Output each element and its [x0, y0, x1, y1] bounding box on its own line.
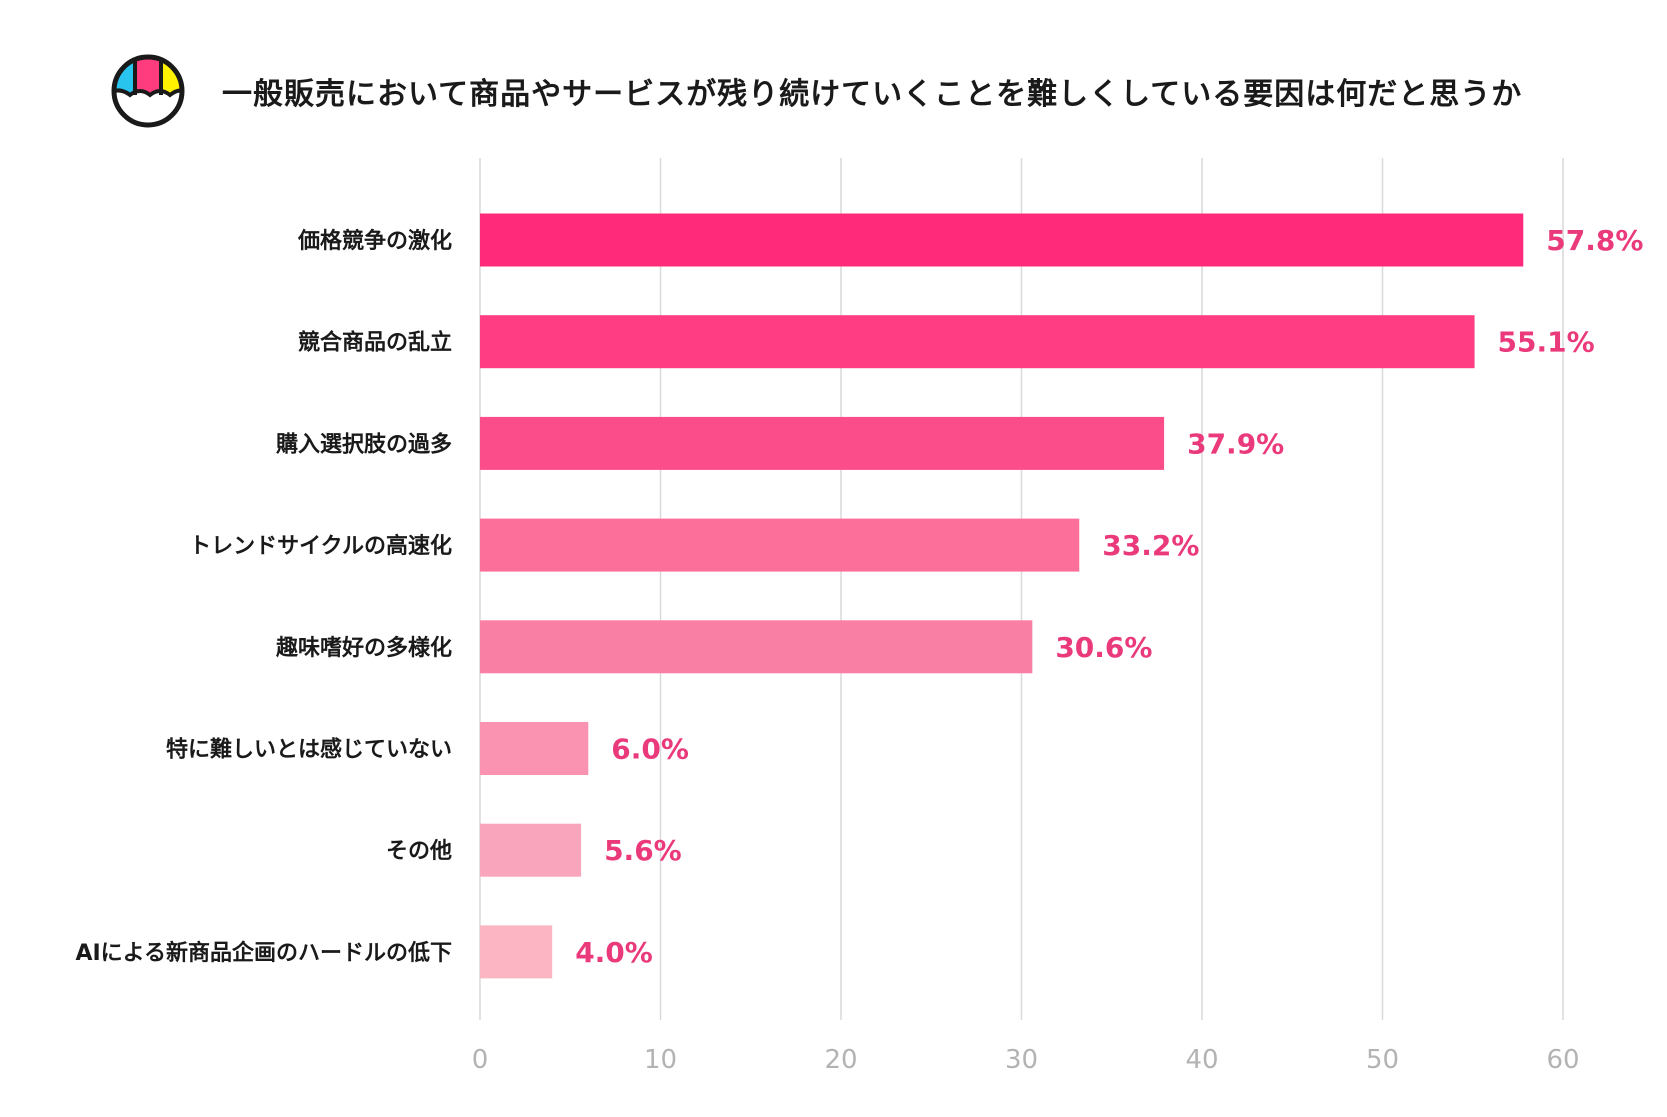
value-label: 33.2% [1102, 529, 1199, 562]
x-tick-label: 0 [472, 1045, 489, 1075]
bar [480, 518, 1080, 572]
value-label: 4.0% [575, 936, 653, 969]
chart-title: 一般販売において商品やサービスが残り続けていくことを難しくしている要因は何だと思… [222, 77, 1523, 112]
bar [480, 315, 1475, 369]
category-label: その他 [386, 839, 452, 864]
category-label: 価格競争の激化 [297, 228, 452, 254]
value-label: 5.6% [604, 834, 682, 867]
value-label: 37.9% [1187, 427, 1284, 460]
category-label: 趣味嗜好の多様化 [275, 635, 452, 661]
category-label: 購入選択肢の過多 [276, 431, 452, 457]
category-label: 特に難しいとは感じていない [166, 737, 452, 763]
value-label: 57.8% [1546, 224, 1643, 257]
category-label: トレンドサイクルの高速化 [189, 533, 452, 559]
bar [480, 722, 589, 775]
shopping-bag-brand-logo-icon [111, 54, 185, 128]
value-label: 55.1% [1498, 326, 1595, 359]
x-tick-label: 50 [1366, 1045, 1399, 1075]
x-tick-label: 10 [644, 1045, 677, 1075]
value-label: 6.0% [611, 733, 689, 766]
x-tick-label: 60 [1546, 1045, 1579, 1075]
x-tick-label: 40 [1185, 1045, 1218, 1075]
category-label: 競合商品の乱立 [298, 330, 452, 356]
x-tick-label: 30 [1005, 1045, 1038, 1075]
category-label: AIによる新商品企画のハードルの低下 [75, 940, 452, 966]
value-label: 30.6% [1055, 631, 1152, 664]
chart-header: 一般販売において商品やサービスが残り続けていくことを難しくしている要因は何だと思… [108, 48, 1522, 134]
bar [480, 925, 553, 979]
bar [480, 416, 1165, 470]
bar [480, 823, 582, 877]
bar [480, 620, 1033, 674]
x-tick-label: 20 [824, 1045, 857, 1075]
bar [480, 213, 1524, 267]
